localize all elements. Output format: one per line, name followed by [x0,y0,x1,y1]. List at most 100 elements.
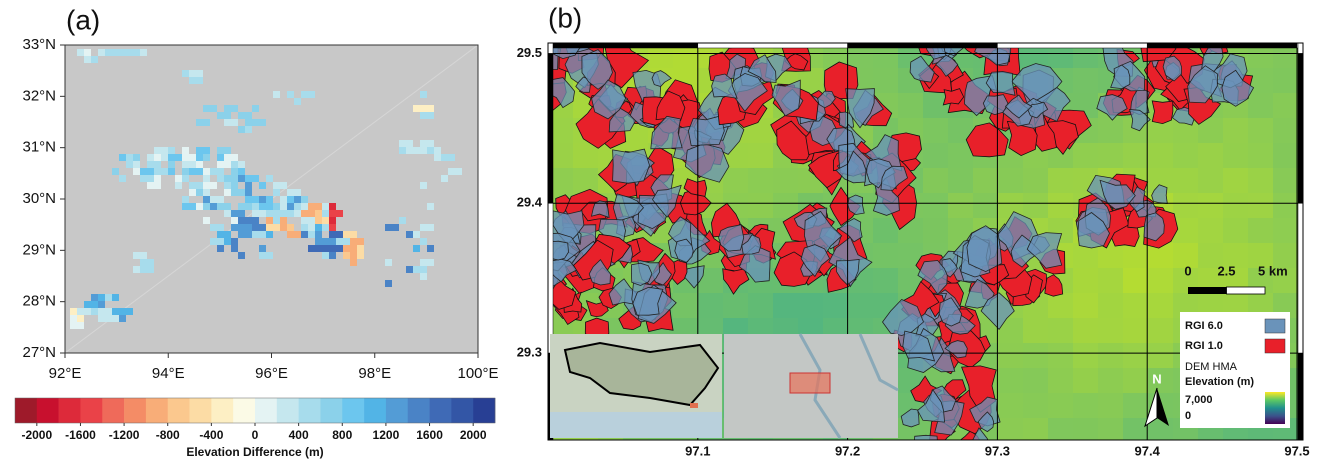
patch [329,245,343,252]
frame-segment [1298,43,1303,53]
dem-cell [798,293,824,319]
colorbar-tick-label: 800 [332,428,352,442]
dem-cell [573,168,599,194]
patch [245,196,259,203]
patch [315,224,322,231]
patch [399,147,406,154]
glacier-rgi1 [525,253,551,280]
patch [112,168,119,175]
patch [168,161,175,168]
patch [322,210,329,217]
dem-cell [1248,168,1274,194]
colorbar-swatch [299,398,321,423]
patch [245,182,252,189]
dem-cell [1098,118,1124,144]
patch [420,273,427,280]
colorbar-swatch [124,398,146,423]
patch [147,161,161,168]
patch [105,49,119,56]
patch [210,168,224,175]
patch [266,210,273,217]
patch [91,308,98,315]
patch [245,126,252,133]
patch [84,301,98,308]
dem-cell [1273,93,1299,119]
colorbar-tick-label: -1600 [65,428,96,442]
dem-cell [1123,318,1149,344]
dem-cell [1173,193,1199,219]
patch [231,245,238,252]
patch [245,119,259,126]
patch [385,280,392,287]
dem-cell [1273,193,1299,219]
dem-cell [1023,343,1049,369]
y-tick-label: 29.4 [517,195,543,210]
dem-cell [1273,118,1299,144]
patch [203,196,210,203]
dem-cell [1123,143,1149,169]
dem-cell [1023,168,1049,194]
dem-cell [698,293,724,319]
patch [98,308,112,315]
patch [231,224,245,231]
patch [203,168,210,175]
patch [420,112,434,119]
dem-cell [1273,168,1299,194]
dem-cell [823,293,849,319]
dem-cell [1123,393,1149,419]
patch [119,154,126,161]
dem-cell [898,93,924,119]
patch [350,259,357,266]
patch [196,203,203,210]
patch [399,140,413,147]
frame-segment [698,43,848,48]
patch [105,294,112,301]
patch [217,231,231,238]
patch [427,245,434,252]
scale-bar-label: 2.5 [1217,263,1235,278]
patch [280,196,287,203]
colorbar-swatch [408,398,430,423]
patch [224,238,231,245]
patch [175,175,182,182]
patch [217,175,224,182]
patch [175,182,182,189]
patch [266,217,273,224]
patch [301,224,308,231]
patch [329,231,336,238]
y-tick-label: 29.3 [517,345,542,360]
patch [182,175,189,182]
patch [231,182,238,189]
patch [133,154,140,161]
patch [280,203,287,210]
dem-cell [1148,143,1174,169]
dem-cell [1123,268,1149,294]
dem-cell [1098,293,1124,319]
colorbar-tick-label: 0 [252,428,259,442]
legend-swatch [1265,339,1285,353]
dem-cell [923,193,949,219]
dem-cell [998,368,1024,394]
patch [301,231,308,238]
x-tick-label: 97.2 [835,443,860,458]
patch [252,210,259,217]
dem-cell [1048,368,1074,394]
dem-cell [1073,268,1099,294]
patch [420,105,434,112]
patch [168,154,182,161]
colorbar-swatch [386,398,408,423]
y-tick-label: 28°N [22,293,56,310]
patch [301,91,315,98]
patch [182,161,189,168]
patch [273,210,280,217]
legend-label: RGI 6.0 [1185,320,1223,332]
patch [126,161,133,168]
dem-cell [873,218,899,244]
patch [259,210,266,217]
patch [266,196,273,203]
patch [357,245,364,252]
patch [210,238,217,245]
colorbar-swatch [255,398,277,423]
colorbar-swatch [15,398,37,423]
patch [259,182,266,189]
